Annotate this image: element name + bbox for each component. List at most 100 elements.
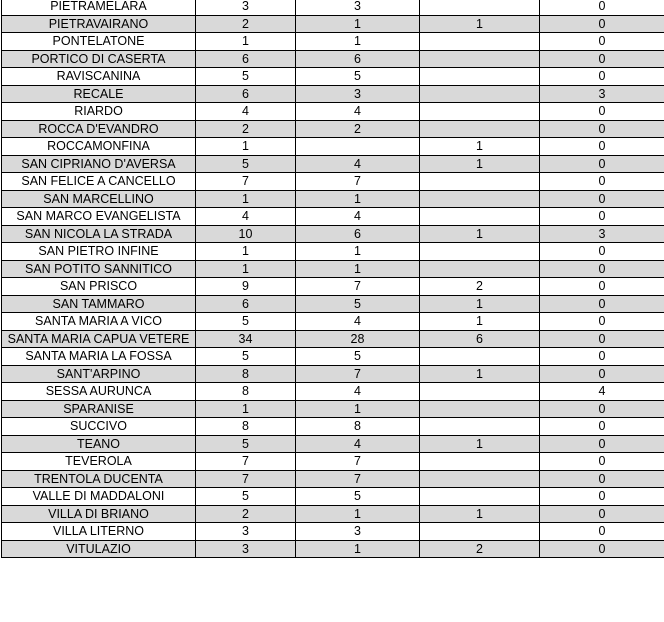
municipality-cell: SESSA AURUNCA: [1, 382, 196, 401]
value-cell-1: 10: [195, 224, 296, 243]
value-cell-2: 7: [295, 469, 420, 488]
table-row: PONTELATONE 1 1 0: [1, 32, 664, 51]
value-cell-2: 1: [295, 242, 420, 261]
table-body: PIETRAMELARA 3 3 0 PIETRAVAIRANO 2 1 1 0 PONTELAT…: [1, 0, 664, 558]
value-cell-4: 0: [539, 434, 664, 453]
value-cell-1: 5: [195, 434, 296, 453]
value-cell-2: 5: [295, 67, 420, 86]
value-cell-3: 1: [419, 312, 540, 331]
value-cell-4: 0: [539, 504, 664, 523]
value-cell-1: 1: [195, 259, 296, 278]
value-cell-2: 4: [295, 207, 420, 226]
value-cell-3: 1: [419, 137, 540, 156]
value-cell-4: 4: [539, 382, 664, 401]
value-cell-2: 3: [295, 522, 420, 541]
municipality-cell: VALLE DI MADDALONI: [1, 487, 196, 506]
table-row: PIETRAVAIRANO 2 1 1 0: [1, 14, 664, 33]
value-cell-2: 4: [295, 312, 420, 331]
table-row: VILLA DI BRIANO 2 1 1 0: [1, 504, 664, 523]
table-row: SAN TAMMARO 6 5 1 0: [1, 294, 664, 313]
value-cell-3: [419, 102, 540, 121]
value-cell-4: 0: [539, 137, 664, 156]
data-table: PIETRAMELARA 3 3 0 PIETRAVAIRANO 2 1 1 0 PONTELAT…: [1, 0, 664, 558]
table-row: SAN POTITO SANNITICO 1 1 0: [1, 259, 664, 278]
value-cell-3: 1: [419, 14, 540, 33]
table-row: VITULAZIO 3 1 2 0: [1, 539, 664, 558]
value-cell-3: [419, 417, 540, 436]
table-row: TRENTOLA DUCENTA 7 7 0: [1, 469, 664, 488]
municipality-cell: PIETRAMELARA: [1, 0, 196, 16]
value-cell-4: 0: [539, 242, 664, 261]
municipality-cell: SAN FELICE A CANCELLO: [1, 172, 196, 191]
value-cell-4: 0: [539, 329, 664, 348]
value-cell-1: 8: [195, 382, 296, 401]
table-row: VALLE DI MADDALONI 5 5 0: [1, 487, 664, 506]
value-cell-2: 7: [295, 277, 420, 296]
value-cell-2: 6: [295, 224, 420, 243]
value-cell-4: 0: [539, 49, 664, 68]
municipality-cell: ROCCAMONFINA: [1, 137, 196, 156]
value-cell-1: 8: [195, 364, 296, 383]
municipality-cell: RECALE: [1, 84, 196, 103]
value-cell-4: 0: [539, 189, 664, 208]
value-cell-2: 3: [295, 0, 420, 16]
municipality-cell: VILLA LITERNO: [1, 522, 196, 541]
table-row: SANT'ARPINO 8 7 1 0: [1, 364, 664, 383]
value-cell-4: 0: [539, 347, 664, 366]
value-cell-4: 0: [539, 172, 664, 191]
table-row: SANTA MARIA LA FOSSA 5 5 0: [1, 347, 664, 366]
value-cell-3: [419, 0, 540, 16]
value-cell-2: 5: [295, 347, 420, 366]
value-cell-4: 0: [539, 522, 664, 541]
municipality-cell: PONTELATONE: [1, 32, 196, 51]
value-cell-4: 0: [539, 259, 664, 278]
table-row: SESSA AURUNCA 8 4 4: [1, 382, 664, 401]
value-cell-3: 1: [419, 294, 540, 313]
value-cell-3: [419, 399, 540, 418]
value-cell-3: 1: [419, 434, 540, 453]
value-cell-4: 0: [539, 312, 664, 331]
value-cell-4: 0: [539, 207, 664, 226]
table-row: PORTICO DI CASERTA 6 6 0: [1, 49, 664, 68]
table-row: SAN PRISCO 9 7 2 0: [1, 277, 664, 296]
value-cell-3: [419, 522, 540, 541]
municipality-cell: SAN PIETRO INFINE: [1, 242, 196, 261]
municipality-cell: SAN MARCO EVANGELISTA: [1, 207, 196, 226]
value-cell-1: 3: [195, 0, 296, 16]
municipality-cell: PIETRAVAIRANO: [1, 14, 196, 33]
municipality-cell: PORTICO DI CASERTA: [1, 49, 196, 68]
value-cell-2: 4: [295, 382, 420, 401]
table-row: SANTA MARIA A VICO 5 4 1 0: [1, 312, 664, 331]
value-cell-3: [419, 119, 540, 138]
value-cell-1: 1: [195, 189, 296, 208]
value-cell-3: [419, 487, 540, 506]
table-row: RIARDO 4 4 0: [1, 102, 664, 121]
value-cell-1: 2: [195, 14, 296, 33]
value-cell-2: 4: [295, 434, 420, 453]
table-row: TEANO 5 4 1 0: [1, 434, 664, 453]
table-row: SAN NICOLA LA STRADA 10 6 1 3: [1, 224, 664, 243]
value-cell-3: [419, 452, 540, 471]
value-cell-1: 1: [195, 242, 296, 261]
table-row: SAN FELICE A CANCELLO 7 7 0: [1, 172, 664, 191]
municipality-cell: SAN PRISCO: [1, 277, 196, 296]
value-cell-3: 1: [419, 364, 540, 383]
value-cell-3: 1: [419, 224, 540, 243]
value-cell-4: 0: [539, 469, 664, 488]
value-cell-2: 6: [295, 49, 420, 68]
municipality-cell: SANT'ARPINO: [1, 364, 196, 383]
municipality-cell: TEVEROLA: [1, 452, 196, 471]
value-cell-1: 3: [195, 522, 296, 541]
municipality-cell: SAN MARCELLINO: [1, 189, 196, 208]
value-cell-3: [419, 189, 540, 208]
table-row: SAN MARCELLINO 1 1 0: [1, 189, 664, 208]
value-cell-2: 1: [295, 504, 420, 523]
value-cell-1: 34: [195, 329, 296, 348]
value-cell-2: 1: [295, 259, 420, 278]
value-cell-2: 1: [295, 14, 420, 33]
table-row: SPARANISE 1 1 0: [1, 399, 664, 418]
municipality-cell: VILLA DI BRIANO: [1, 504, 196, 523]
value-cell-4: 0: [539, 487, 664, 506]
value-cell-1: 6: [195, 294, 296, 313]
value-cell-2: 3: [295, 84, 420, 103]
